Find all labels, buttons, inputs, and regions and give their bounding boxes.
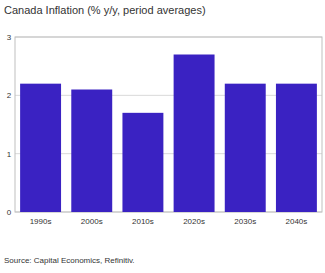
- bars: [20, 55, 317, 213]
- bar: [122, 113, 163, 212]
- plot-frame: [15, 37, 322, 212]
- y-tick-label: 2: [7, 91, 12, 100]
- chart: Canada Inflation (% y/y, period averages…: [0, 0, 325, 273]
- bar: [71, 90, 112, 213]
- y-tick-label: 1: [7, 150, 12, 159]
- y-tick-label: 0: [7, 208, 12, 217]
- title: Canada Inflation (% y/y, period averages…: [4, 4, 206, 16]
- x-tick-label: 2000s: [81, 217, 103, 226]
- bar: [20, 84, 61, 212]
- bar: [174, 55, 215, 213]
- x-tick-label: 2030s: [234, 217, 256, 226]
- x-tick-label: 2010s: [132, 217, 154, 226]
- bar: [276, 84, 317, 212]
- x-tick-label: 2040s: [286, 217, 308, 226]
- y-tick-label: 3: [7, 33, 12, 42]
- source: Source: Capital Economics, Refinitiv.: [4, 256, 135, 265]
- x-tick-label: 1990s: [30, 217, 52, 226]
- bar: [225, 84, 266, 212]
- x-tick-label: 2020s: [183, 217, 205, 226]
